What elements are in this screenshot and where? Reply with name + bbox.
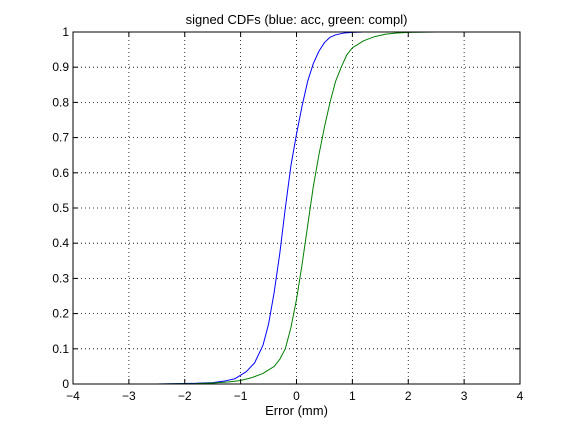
x-tick-label: 3 [461, 389, 468, 403]
series-line-green [73, 31, 520, 385]
y-tick-label: 0.2 [52, 307, 69, 321]
series-layer [73, 31, 520, 385]
x-tick-label: −1 [234, 389, 248, 403]
x-tick-label: 1 [349, 389, 356, 403]
y-tick-label: 0 [62, 377, 69, 391]
y-tick-label: 1 [62, 25, 69, 39]
x-tick-label: 2 [405, 389, 412, 403]
y-tick-label: 0.1 [52, 342, 69, 356]
x-tick-label: 4 [517, 389, 524, 403]
x-tick-label: −2 [178, 389, 192, 403]
y-tick-label: 0.3 [52, 271, 69, 285]
ticks: −4 −3 −2 −1 0 1 2 3 4 0 0.1 0.2 0.3 0.4 0.5 0.6 0.7 0.8 0.… [52, 25, 523, 403]
y-tick-label: 0.7 [52, 131, 69, 145]
chart-title: signed CDFs (blue: acc, green: compl) [186, 12, 408, 27]
series-line-blue [73, 31, 520, 385]
y-tick-label: 0.8 [52, 95, 69, 109]
y-tick-label: 0.6 [52, 166, 69, 180]
y-tick-label: 0.4 [52, 236, 69, 250]
y-tick-label: 0.9 [52, 60, 69, 74]
x-axis-label: Error (mm) [265, 403, 328, 418]
y-tick-label: 0.5 [52, 201, 69, 215]
grid [73, 32, 520, 384]
x-tick-label: 0 [293, 389, 300, 403]
x-tick-label: −3 [122, 389, 136, 403]
x-tick-label: −4 [66, 389, 80, 403]
